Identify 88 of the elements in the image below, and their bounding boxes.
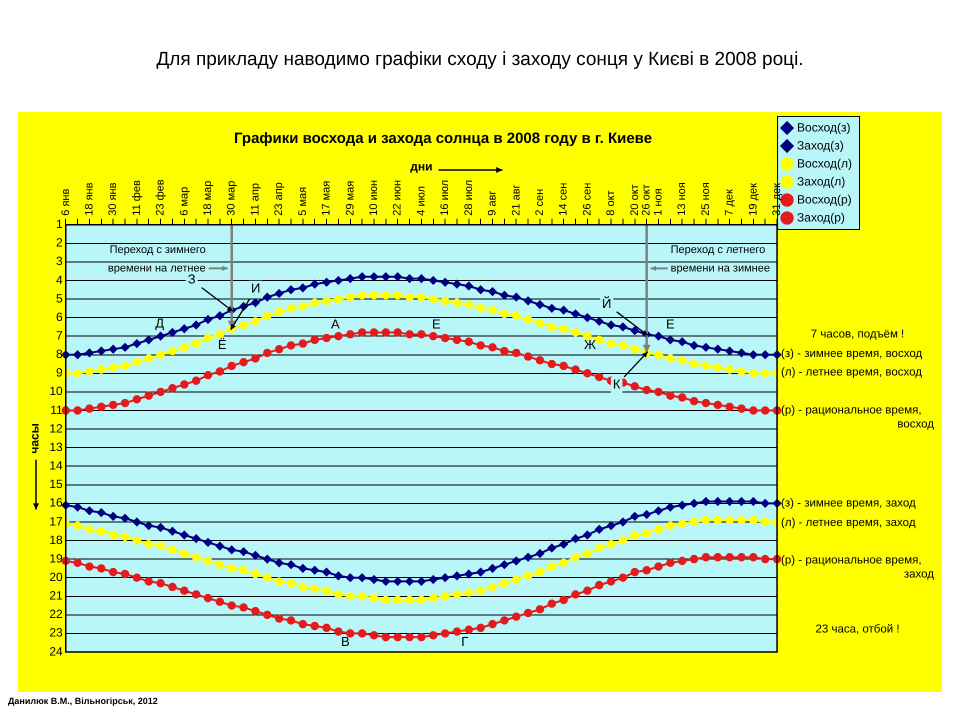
- legend-label: Восход(р): [797, 192, 852, 206]
- x-tick-label: 9 авг: [486, 190, 499, 216]
- text: 7 часов, подъём !: [810, 328, 904, 340]
- x-tick-label: 22 июн: [392, 180, 404, 216]
- x-tick-label: 7 дек: [724, 188, 736, 216]
- text: 23 часа, отбой !: [815, 624, 900, 636]
- y-tick-label: 12: [49, 421, 64, 436]
- x-tick-label: 5 мая: [296, 186, 309, 216]
- y-tick-label: 20: [49, 570, 64, 584]
- y-tick-label: 7: [56, 328, 64, 342]
- x-tick-label: 20 окт: [628, 184, 641, 216]
- chart-subtitle: Графики восхода и захода солнца в 2008 году в г. Киеве: [234, 130, 652, 148]
- x-tick-label: 19 дек: [747, 182, 760, 216]
- y-tick-label: 14: [49, 458, 64, 473]
- y-tick-label: 15: [49, 477, 64, 492]
- x-tick-label: 26 сен: [581, 182, 594, 216]
- x-tick-label: 26 окт: [640, 184, 653, 216]
- x-tick-label: 13 ноя: [676, 182, 688, 216]
- x-tick-label: 16 июл: [439, 180, 452, 216]
- legend-label: Восход(л): [797, 156, 852, 170]
- y-tick-label: 4: [56, 272, 64, 287]
- annotation: А: [330, 316, 340, 332]
- y-tick-label: 10: [49, 384, 64, 398]
- y-tick-label: 13: [49, 440, 64, 454]
- y-tick-label: 24: [49, 644, 64, 658]
- x-tick-label: 10 июн: [368, 180, 380, 216]
- x-tick-label: 1 ноя: [652, 188, 665, 216]
- y-tick-label: 23: [49, 626, 64, 640]
- y-tick-label: 1: [56, 217, 64, 232]
- ref-line-label: Переход с летнего времени на зимнее: [670, 244, 770, 274]
- legend-label: Восход(з): [797, 120, 851, 134]
- y-tick-label: 6: [56, 310, 64, 324]
- annotation: Ё: [218, 337, 227, 352]
- text: (з) - зимнее время, восход: [781, 348, 922, 360]
- x-tick-label: 21 авг: [510, 184, 522, 216]
- y-tick-label: 8: [56, 347, 64, 362]
- x-tick-label: 29 мая: [344, 180, 356, 216]
- x-tick-label: 8 окт: [605, 190, 618, 216]
- legend-label: Заход(р): [797, 210, 845, 224]
- x-tick-label: 11 фев: [130, 180, 143, 216]
- x-tick-label: 4 июл: [415, 186, 428, 216]
- annotation: Е: [432, 316, 441, 332]
- annotation: Г: [461, 634, 468, 650]
- y-tick-label: 5: [56, 291, 64, 306]
- y-axis-title: часы: [28, 423, 42, 454]
- x-tick-label: 11 апр: [249, 183, 262, 216]
- annotation: Д: [155, 315, 164, 330]
- y-tick-label: 19: [49, 551, 64, 566]
- x-tick-label: 30 мар: [226, 180, 238, 216]
- y-tick-label: 3: [56, 254, 64, 268]
- x-tick-label: 23 апр: [273, 182, 286, 216]
- text: (з) - зимнее время, заход: [781, 497, 916, 510]
- text: (л) - летнее время, восход: [781, 366, 922, 378]
- y-tick-label: 11: [50, 402, 64, 417]
- ref-line-label: Переход с зимнего времени на летнее: [108, 244, 206, 274]
- y-tick-label: 18: [49, 532, 64, 547]
- y-tick-label: 17: [49, 514, 64, 528]
- text: Данилюк В.М., Вільногірськ, 2012: [8, 696, 159, 706]
- x-tick-label: 2 сен: [534, 188, 546, 216]
- x-tick-label: 14 сен: [558, 182, 570, 216]
- x-tick-label: 23 фев: [154, 179, 167, 216]
- text: (р) - рациональное время, заход: [781, 554, 934, 580]
- annotation: И: [251, 280, 260, 296]
- legend-label: Заход(з): [797, 138, 844, 152]
- annotation: Й: [602, 296, 612, 311]
- chart-title: Для прикладу наводимо графіки сходу і заходу сонця у Києві в 2008 році.: [155, 48, 805, 72]
- annotation: К: [612, 376, 621, 392]
- x-tick-label: 17 мая: [320, 180, 333, 216]
- x-tick-label: 30 янв: [107, 182, 120, 216]
- x-tick-label: 6 мар: [178, 186, 190, 216]
- x-tick-label: 18 янв: [83, 182, 96, 216]
- x-tick-label: 28 июл: [462, 180, 475, 216]
- x-tick-label: 6 янв: [60, 188, 72, 216]
- x-axis-title: дни: [410, 160, 433, 174]
- legend-label: Заход(л): [797, 174, 846, 188]
- x-tick-label: 25 ноя: [700, 182, 712, 216]
- text: (р) - рациональное время, восход: [781, 404, 934, 431]
- y-tick-label: 21: [49, 588, 64, 603]
- y-tick-label: 22: [49, 607, 64, 622]
- x-tick-label: 18 мар: [202, 180, 214, 216]
- annotation: З: [188, 272, 196, 287]
- y-tick-label: 16: [49, 496, 64, 510]
- annotation: Ж: [584, 337, 596, 352]
- annotation: Е: [666, 316, 676, 332]
- annotation: В: [340, 634, 350, 650]
- text: (л) - летнее время, заход: [781, 517, 916, 530]
- y-tick-label: 2: [56, 236, 64, 250]
- y-tick-label: 9: [56, 366, 64, 380]
